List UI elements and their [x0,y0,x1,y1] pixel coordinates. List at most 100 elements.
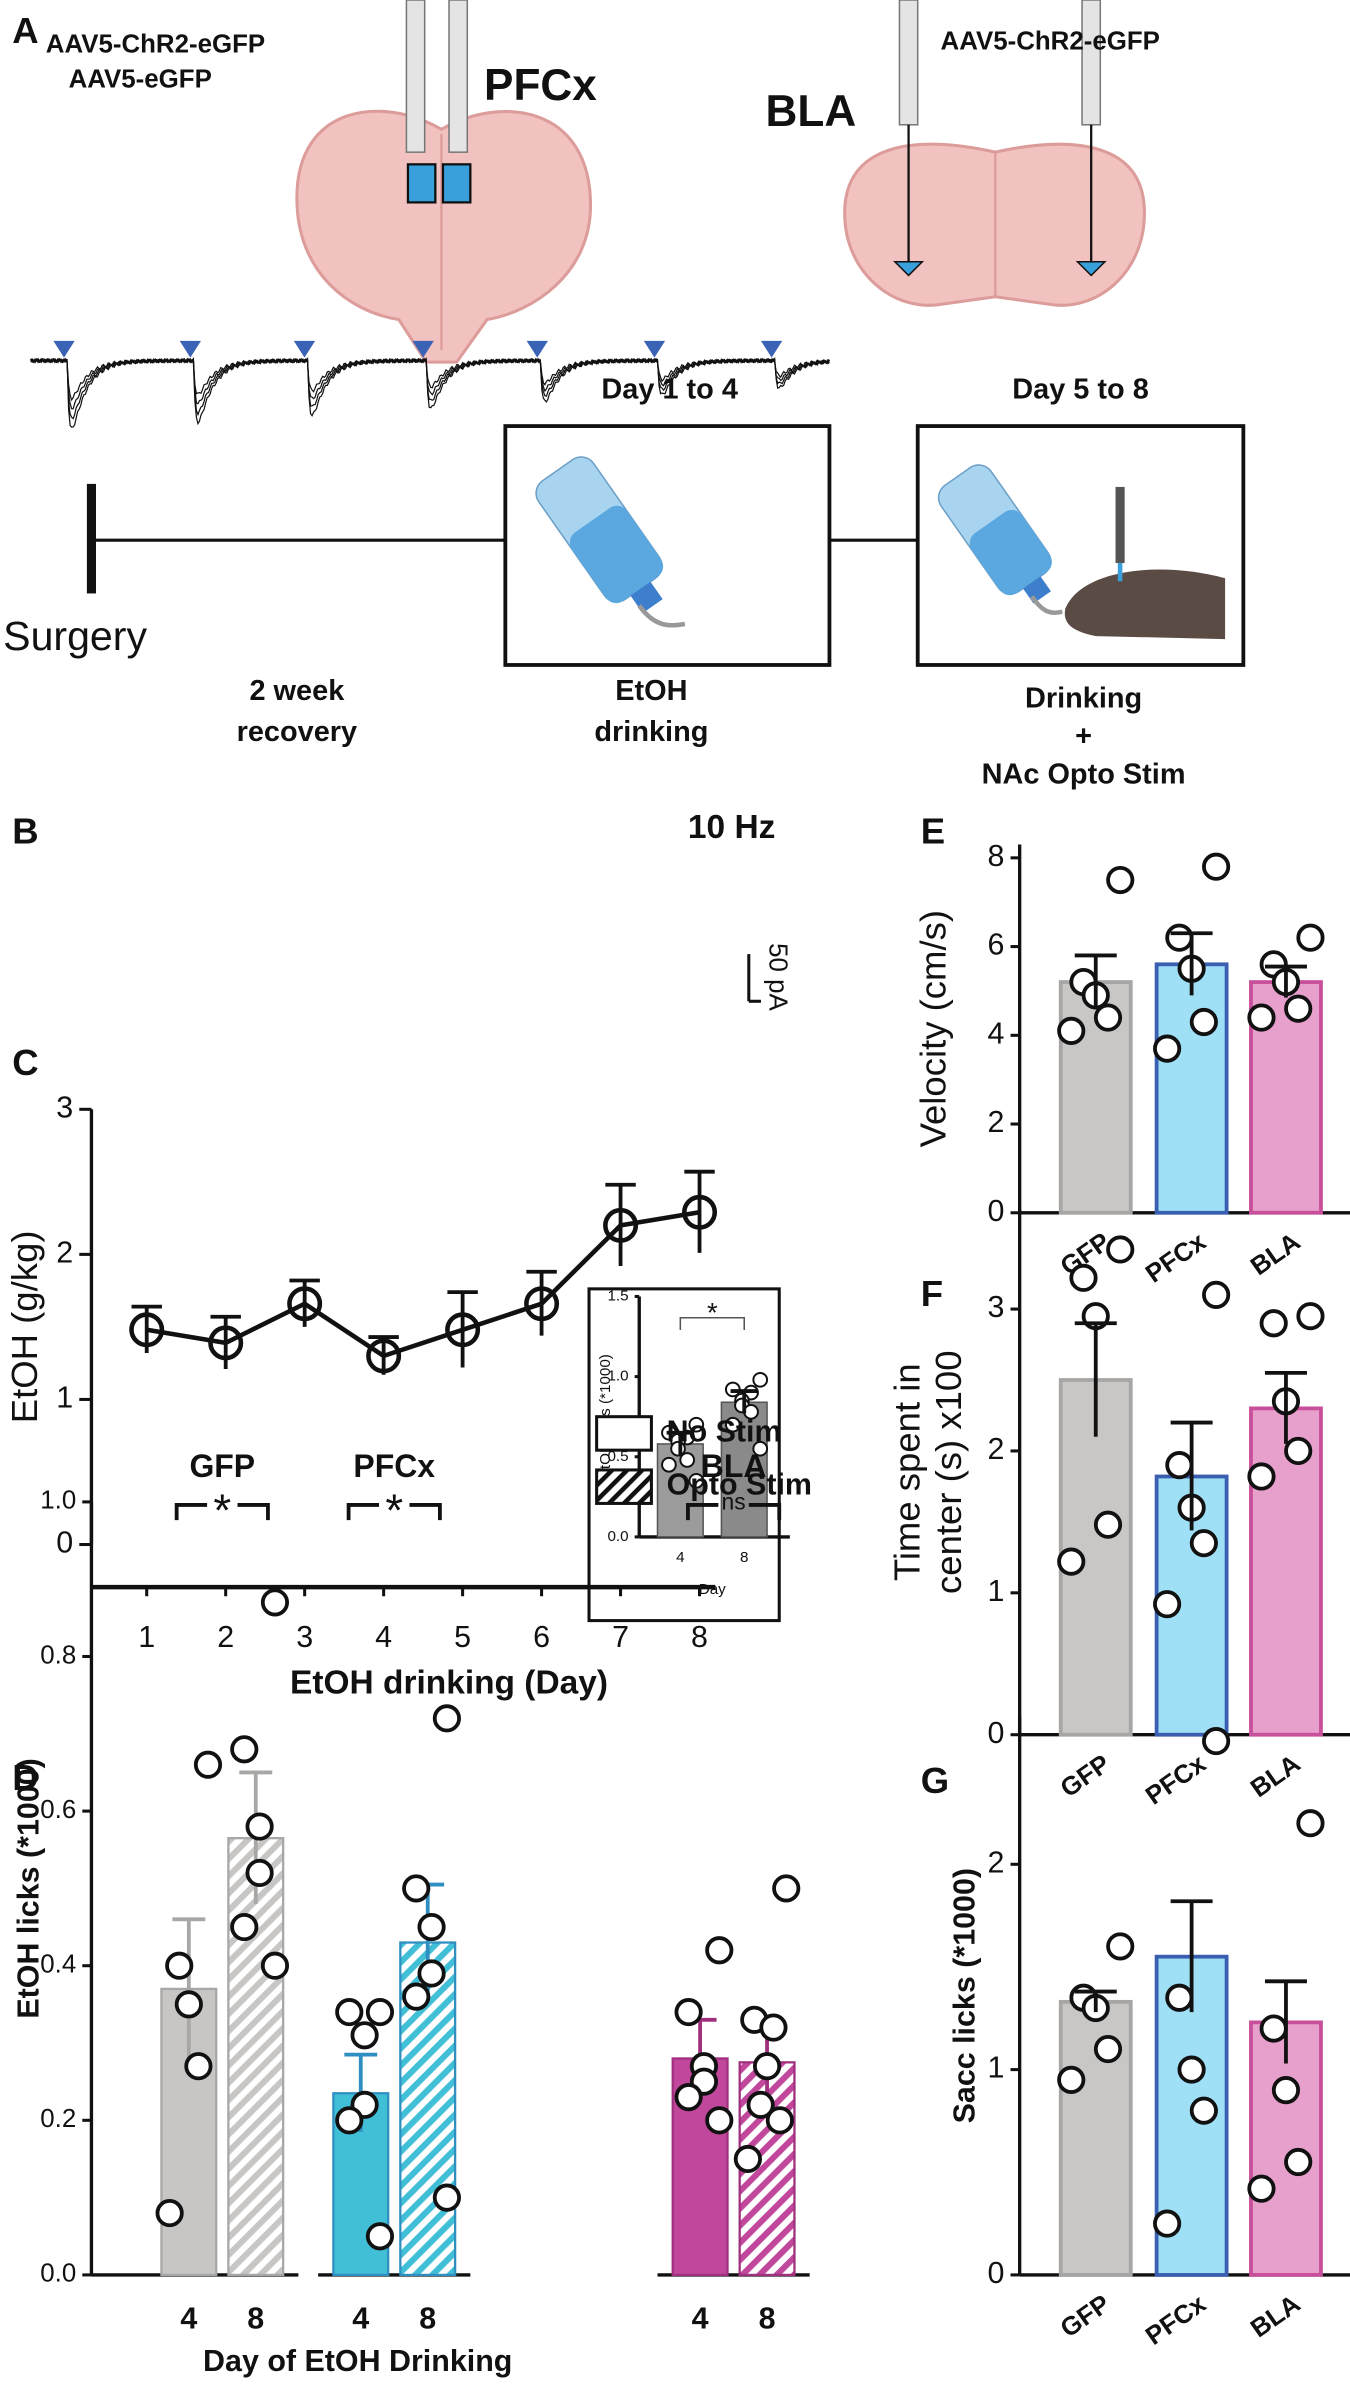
data-point [1165,1983,1194,2012]
x-axis-label: Day of EtOH Drinking [203,2344,512,2378]
x-tick-label: 7 [612,1620,629,1654]
brain-left [295,109,593,364]
data-point [1189,1529,1218,1558]
data-point [705,2106,734,2135]
x-tick-label: 8 [247,2302,264,2336]
annotation: ns [722,1488,746,1514]
bar [1058,1378,1133,1737]
recovery-label: 2 week [249,675,345,707]
group-label: BLA [701,1448,767,1484]
syringe [405,0,426,153]
x-tick-label: BLA [1246,2290,1306,2343]
x-tick-label: 3 [296,1620,313,1654]
y-tick-label: 0.4 [40,1951,76,1979]
stim-marker [53,340,75,358]
data-point [1296,1302,1325,1331]
data-point [1202,1727,1231,1756]
data-point [1106,1932,1135,1961]
trace-line [30,357,830,402]
x-tick-label: BLA [1246,1228,1306,1281]
stim-marker [760,340,783,358]
injection-site [441,163,472,204]
stim-marker [526,340,548,358]
data-point [365,2222,395,2251]
data-point [184,2052,213,2081]
stim-marker [643,340,666,358]
data-point [1284,994,1313,1023]
charts: 0 1 2 3 EtOH (g/kg) 1 2 3 4 5 6 7 8 EtOH drinking (Da… [4,839,1350,2378]
x-tick-label: 1 [138,1620,155,1654]
virus-label: AAV5-eGFP [69,65,212,93]
injection-site [893,260,925,277]
data-point [752,2052,782,2081]
target-label: BLA [766,87,857,136]
y-tick-label: 2 [988,1845,1005,1879]
y-tick-label: 0 [988,1194,1005,1228]
y-tick-label: 0 [988,2256,1005,2290]
data-point [1189,1007,1218,1037]
y-tick-label: 0.6 [40,1796,76,1824]
y-tick-label: 0.0 [607,1528,628,1545]
y-tick-label: 3 [56,1090,73,1124]
stage-label: EtOH [615,675,687,707]
data-point [1247,1462,1276,1491]
data-point [1259,2014,1288,2043]
data-point [1165,1451,1194,1480]
data-point [1093,2034,1123,2064]
data-point [402,1982,431,2011]
x-tick-label: GFP [1056,1750,1116,1803]
x-tick-label: 5 [454,1620,471,1654]
y-tick-label: 0.5 [607,1448,628,1465]
data-point [1284,2147,1313,2177]
legend-swatch [595,1415,653,1452]
y-tick-label: 1.0 [607,1368,628,1385]
data-point [674,2083,703,2112]
x-tick-label: PFCx [1141,1227,1212,1288]
x-tick-label: 8 [740,1549,748,1566]
injection-site [1075,260,1107,277]
bar [1154,962,1229,1215]
bottle [535,456,664,614]
data-point [1069,1263,1098,1292]
data-point [350,2021,379,2050]
spout [637,604,686,628]
y-tick-label: 1 [988,1574,1005,1608]
data-point [165,1951,194,1980]
injection-site [406,163,437,204]
data-point [1202,852,1231,881]
data-point [1202,1280,1231,1309]
syringe [898,0,919,126]
data-point [661,1456,677,1473]
y-tick-label: 2 [988,1432,1005,1466]
trace [30,340,830,428]
legend-label: Opto Stim [667,1468,812,1502]
data-point [193,1750,223,1779]
y-tick-label: 4 [988,1016,1005,1050]
panel-a-art [86,0,1246,667]
data-point [1271,2076,1301,2105]
data-point [335,1998,364,2027]
data-point [245,1858,274,1888]
data-point [1057,1016,1086,1045]
y-tick-label: 3 [988,1290,1005,1324]
legend-label: No Stim [667,1414,782,1448]
data-point [432,1704,461,1733]
virus-label: AAV5-ChR2-eGFP [46,30,265,58]
x-tick-label: 4 [692,2302,709,2336]
marker [129,1312,165,1348]
y-tick-label: 0.2 [40,2105,76,2133]
x-tick-label: GFP [1056,2290,1116,2343]
y-tick-label: 8 [988,839,1005,873]
bracket [174,1503,270,1521]
x-tick-label: 4 [352,2302,369,2336]
bottle [937,464,1052,604]
bracket [679,1317,745,1330]
data-point [765,2106,794,2135]
y-tick-label: 1 [988,2051,1005,2085]
y-axis-label: Velocity (cm/s) [913,910,954,1147]
x-axis-label: Day [699,1581,726,1598]
panel-label: D [12,1757,38,1798]
annotation: * [213,1485,231,1536]
y-axis-label: EtOH licks (*1000) [12,1758,46,2018]
